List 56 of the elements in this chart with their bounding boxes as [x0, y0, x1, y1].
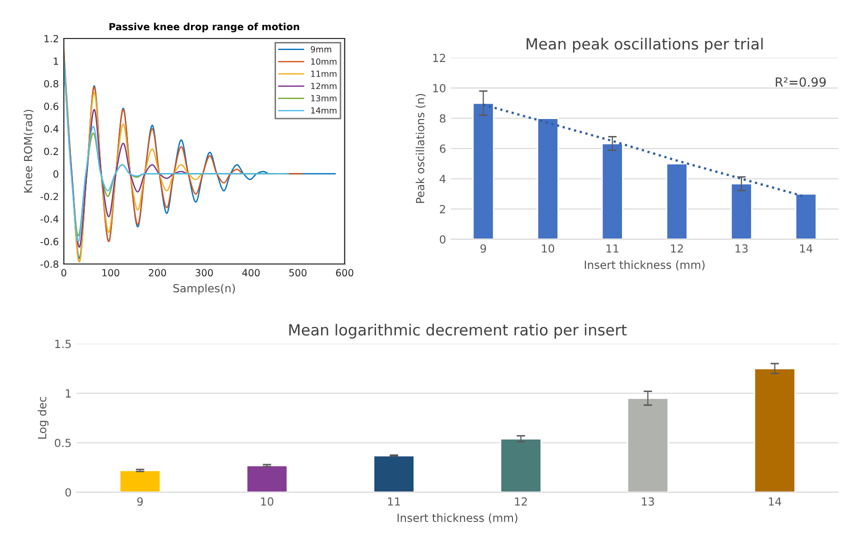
x-tick-label: 10 — [261, 497, 274, 506]
x-tick-label: 400 — [242, 269, 260, 276]
y-tick-label: 2 — [440, 204, 446, 214]
x-tick-label: 12 — [671, 244, 683, 253]
y-tick-label: 1 — [66, 389, 71, 398]
y-tick-label: 1.2 — [44, 34, 58, 42]
y-tick-label: -0.8 — [40, 260, 58, 268]
y-tick-label: 4 — [440, 174, 446, 183]
y-tick-label: -0.4 — [40, 215, 58, 223]
x-tick-label: 13 — [736, 244, 748, 253]
chart-title: Mean peak oscillations per trial — [526, 38, 763, 53]
x-tick-label: 13 — [642, 497, 654, 506]
x-tick-label: 100 — [102, 269, 120, 276]
y-tick-label: 0.4 — [44, 125, 58, 133]
y-tick-label: -0.6 — [40, 238, 58, 246]
y-axis-title: Log dec — [38, 397, 49, 439]
x-tick-label: 300 — [196, 269, 213, 276]
legend-label: 11mm — [311, 70, 336, 77]
x-tick-label: 9 — [137, 497, 143, 506]
y-tick-label: 0 — [53, 170, 58, 178]
x-tick-label: 14 — [768, 497, 782, 506]
y-tick-label: 8 — [440, 114, 446, 123]
x-tick-label: 600 — [336, 269, 354, 276]
x-axis-title: Insert thickness (mm) — [398, 513, 518, 524]
y-tick-label: 0 — [440, 235, 446, 244]
legend-label: 13mm — [311, 95, 336, 102]
y-tick-label: 10 — [433, 84, 446, 92]
y-tick-label: 1.5 — [55, 340, 71, 348]
y-tick-label: 0.2 — [44, 148, 58, 156]
annotation: R²=0.99 — [776, 77, 826, 87]
legend-label: 9mm — [310, 46, 332, 52]
y-tick-label: 1 — [54, 58, 58, 65]
x-tick-label: 200 — [148, 269, 166, 276]
x-tick-label: 10 — [542, 244, 554, 253]
legend-label: 10mm — [311, 58, 336, 65]
x-tick-label: 500 — [289, 269, 306, 276]
y-tick-label: 0 — [65, 488, 71, 497]
y-tick-label: 0.6 — [44, 102, 58, 110]
chart-title: Passive knee drop range of motion — [109, 22, 300, 32]
x-tick-label: 11 — [606, 244, 618, 253]
x-tick-label: 14 — [800, 244, 812, 253]
y-axis-title: Peak oscillations (n) — [416, 94, 426, 203]
y-tick-label: 6 — [440, 144, 446, 153]
x-tick-label: 9 — [480, 244, 486, 253]
y-tick-label: 0.8 — [44, 80, 58, 88]
y-tick-label: 12 — [433, 54, 446, 62]
x-tick-label: 11 — [388, 497, 400, 506]
legend-label: 14mm — [311, 107, 336, 114]
y-tick-label: 0.5 — [54, 438, 71, 448]
x-tick-label: 12 — [515, 497, 527, 506]
chart-title: Mean logarithmic decrement ratio per insert — [289, 324, 627, 339]
y-axis-title: Knee ROM(rad) — [24, 110, 34, 193]
y-tick-label: -0.2 — [40, 192, 58, 200]
x-axis-title: Samples(n) — [173, 284, 235, 295]
x-axis-title: Insert thickness (mm) — [584, 260, 705, 270]
legend-label: 12mm — [311, 82, 336, 90]
